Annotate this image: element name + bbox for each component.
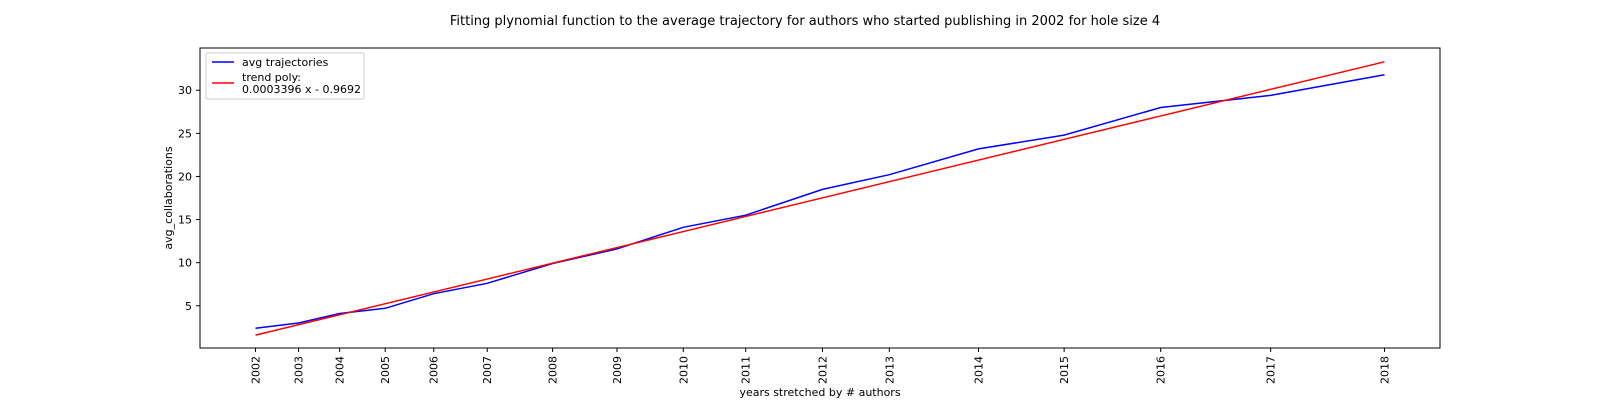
y-axis: 5 10 15 20 25 30	[178, 84, 200, 313]
x-tick-label: 2007	[481, 356, 494, 384]
x-tick-label: 2008	[547, 356, 560, 384]
x-tick-label: 2011	[740, 356, 753, 384]
y-axis-label: avg_collaborations	[162, 146, 175, 249]
y-tick-label: 10	[178, 257, 192, 270]
y-tick-label: 20	[178, 170, 192, 183]
y-tick-label: 30	[178, 84, 192, 97]
legend-label-avg-trajectories: avg trajectories	[242, 56, 329, 69]
legend: avg trajectories trend poly: 0.0003396 x…	[205, 52, 365, 100]
x-axis-label: years stretched by # authors	[739, 386, 900, 399]
x-tick-label: 2017	[1265, 356, 1278, 384]
x-tick-label: 2005	[379, 356, 392, 384]
x-tick-label: 2013	[883, 356, 896, 384]
x-tick-label: 2016	[1155, 356, 1168, 384]
series-layer	[255, 61, 1385, 336]
x-tick-label: 2014	[972, 356, 985, 384]
x-tick-label: 2009	[611, 356, 624, 384]
x-tick-label: 2018	[1379, 356, 1392, 384]
legend-box	[205, 52, 365, 100]
x-tick-label: 2010	[677, 356, 690, 384]
x-tick-label: 2002	[249, 356, 262, 384]
x-tick-label: 2006	[428, 356, 441, 384]
x-tick-label: 2012	[816, 356, 829, 384]
series-line-avg-trajectories	[255, 73, 1385, 329]
y-tick-label: 25	[178, 127, 192, 140]
x-tick-label: 2015	[1058, 356, 1071, 384]
y-tick-label: 15	[178, 214, 192, 227]
x-tick-label: 2003	[293, 356, 306, 384]
chart-title: Fitting plynomial function to the averag…	[450, 14, 1160, 29]
legend-label-trend-poly-formula: 0.0003396 x - 0.9692	[242, 83, 361, 96]
y-tick-label: 5	[185, 300, 192, 313]
legend-label-trend-poly: trend poly:	[242, 71, 301, 84]
series-line-trend-poly	[255, 61, 1385, 336]
x-axis: 2002 2003 2004 2005 2006 2007 2008 2009 2010 2011…	[249, 348, 1392, 384]
x-tick-label: 2004	[334, 356, 347, 384]
